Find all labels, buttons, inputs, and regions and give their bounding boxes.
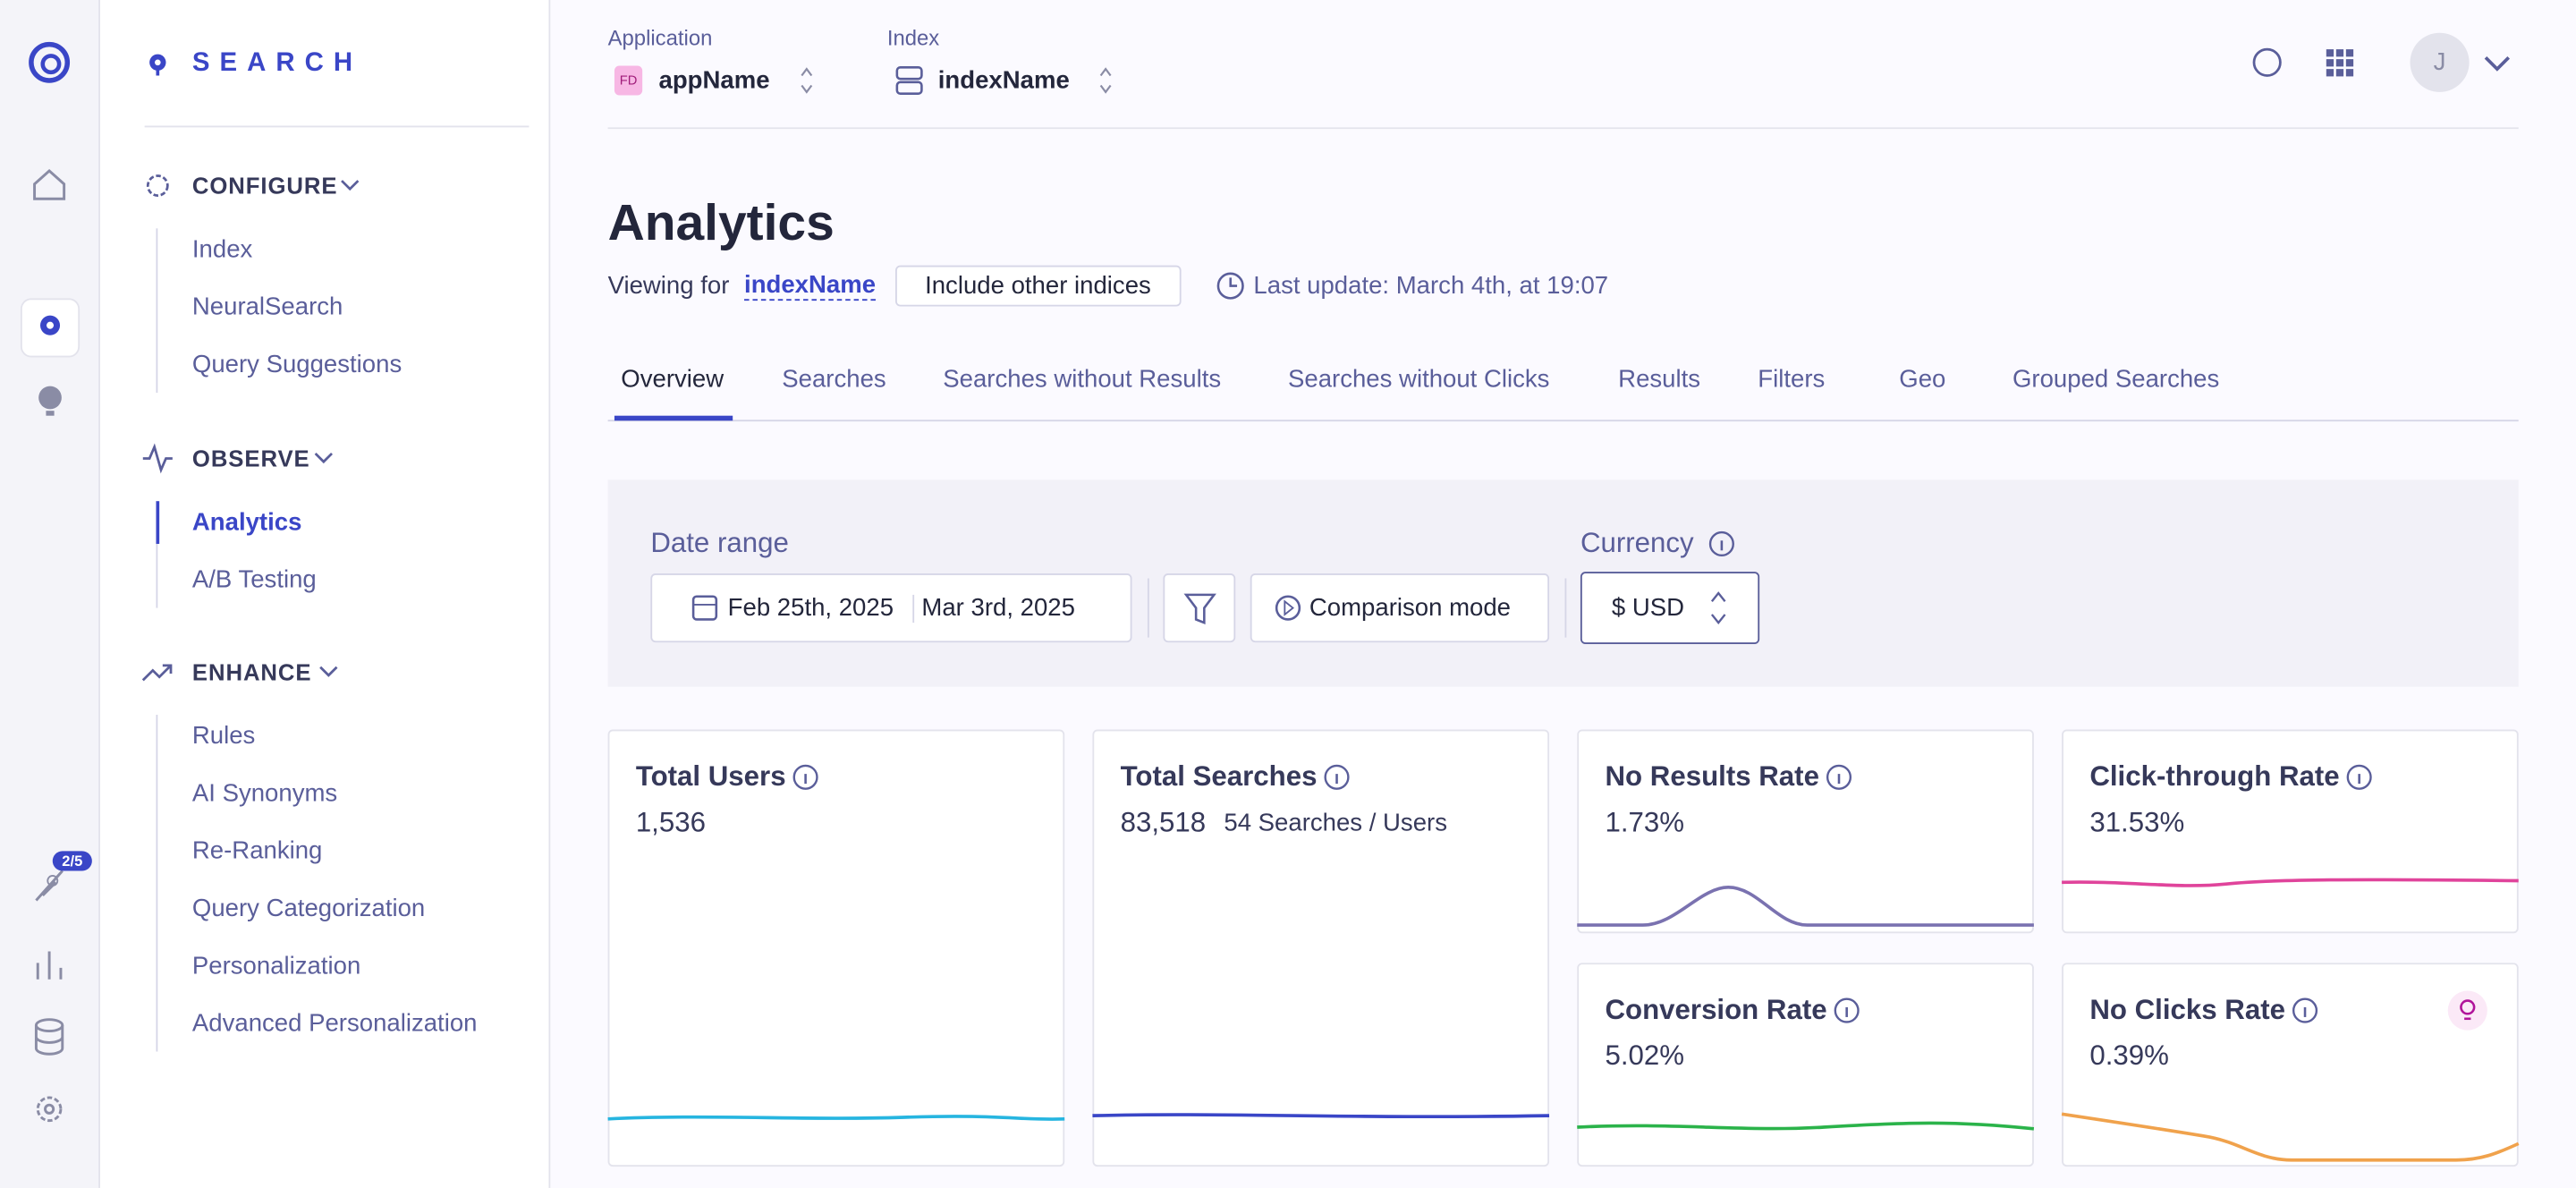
nav-item[interactable]: Rules — [191, 722, 256, 751]
card-title: No Clicks Rate — [2089, 994, 2285, 1026]
label: Currency — [1580, 527, 1694, 559]
filter-icons — [691, 530, 1734, 638]
avatar[interactable]: J — [2433, 48, 2446, 77]
metric-card — [1577, 963, 2034, 1167]
include-button[interactable]: Include other indices — [895, 265, 1181, 307]
card-title: Conversion Rate — [1605, 994, 1827, 1026]
metric-card — [2062, 963, 2519, 1167]
metric-card — [1577, 729, 2034, 934]
comparison[interactable]: Comparison mode — [1309, 593, 1511, 623]
card-value: 5.02% — [1605, 1040, 1685, 1072]
sparkline — [1577, 764, 2034, 927]
card-title: Click-through Rate — [2089, 760, 2340, 793]
card-title: No Results Rate — [1605, 760, 1819, 793]
card-value: 83,518 — [1120, 806, 1207, 838]
card-value: 31.53% — [2089, 806, 2185, 838]
card-extra: 54 Searches / Users — [1224, 809, 1447, 837]
header-icons — [144, 32, 2519, 422]
metric-card — [2062, 729, 2519, 934]
tab[interactable]: Overview — [621, 365, 724, 394]
tab[interactable]: Geo — [1899, 365, 1946, 394]
section-line — [156, 714, 158, 1052]
section-title[interactable]: OBSERVE — [191, 445, 310, 472]
rail-icons — [20, 41, 92, 1123]
section-icon — [141, 664, 338, 682]
filter-button[interactable] — [1163, 573, 1236, 643]
sparkline — [1092, 764, 1550, 1119]
tab[interactable]: Filters — [1758, 365, 1826, 394]
date-start[interactable]: Feb 25th, 2025 — [727, 593, 894, 623]
label: Index — [886, 25, 940, 51]
tab[interactable]: Searches without Results — [943, 365, 1222, 394]
app-name[interactable]: appName — [658, 66, 770, 95]
card-value: 0.39% — [2089, 1040, 2169, 1072]
nav-item[interactable]: A/B Testing — [191, 565, 317, 594]
nav-item[interactable]: Re-Ranking — [191, 836, 323, 866]
sparkline — [607, 764, 1065, 1121]
section-line — [156, 501, 158, 608]
nav-item[interactable]: Analytics — [191, 508, 302, 537]
card-value: 1,536 — [635, 806, 706, 838]
page-title: Analytics — [607, 193, 835, 252]
nav-item[interactable]: Advanced Personalization — [191, 1009, 478, 1038]
currency-select[interactable] — [1580, 572, 1760, 645]
tab[interactable]: Grouped Searches — [2012, 365, 2220, 394]
index-name[interactable]: indexName — [937, 66, 1070, 95]
tab[interactable]: Searches — [782, 365, 886, 394]
tab[interactable]: Results — [1618, 365, 1701, 394]
rail-badge: 2/5 — [62, 853, 83, 870]
last-update: Last update: March 4th, at 19:07 — [1253, 271, 1609, 301]
tab[interactable]: Searches without Clicks — [1288, 365, 1550, 394]
sidebar — [100, 0, 551, 1188]
section-title[interactable]: ENHANCE — [191, 658, 312, 685]
card-title: Total Searches — [1120, 760, 1318, 793]
active-marker — [156, 501, 160, 544]
label: Application — [607, 25, 713, 51]
section-icon — [142, 443, 333, 474]
sparkline — [2062, 764, 2519, 887]
nav-item[interactable]: Index — [191, 235, 253, 264]
metric-card — [607, 729, 1065, 1167]
card-title: Total Users — [635, 760, 786, 793]
index-link[interactable]: indexName — [744, 271, 877, 301]
card-value: 1.73% — [1605, 806, 1685, 838]
sparkline — [1577, 997, 2035, 1131]
sparkline — [2061, 990, 2520, 1162]
nav-item[interactable]: AI Synonyms — [191, 779, 338, 808]
nav-item[interactable]: Personalization — [191, 952, 361, 980]
section-icon — [146, 174, 360, 197]
nav-item[interactable]: Query Suggestions — [191, 351, 402, 379]
nav-item[interactable]: Query Categorization — [191, 895, 426, 923]
section-line — [156, 228, 158, 393]
section-title[interactable]: CONFIGURE — [191, 172, 338, 199]
nav-item[interactable]: NeuralSearch — [191, 293, 343, 322]
metric-card — [1092, 729, 1550, 1167]
app-icon: FD — [619, 72, 638, 89]
currency[interactable]: $ USD — [1611, 593, 1684, 623]
label: Date range — [650, 527, 789, 559]
date-range-box[interactable] — [650, 573, 1132, 643]
logo: SEARCH — [191, 49, 363, 78]
viewing-for: Viewing for — [607, 271, 730, 301]
date-end[interactable]: Mar 3rd, 2025 — [921, 593, 1075, 623]
